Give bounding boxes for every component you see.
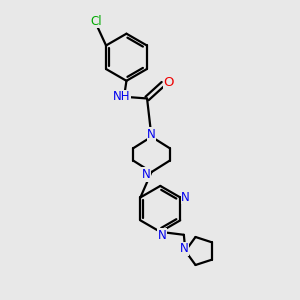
Text: NH: NH (113, 91, 131, 103)
Text: N: N (158, 229, 166, 242)
Text: O: O (163, 76, 174, 89)
Text: Cl: Cl (90, 14, 102, 28)
Text: N: N (142, 168, 151, 181)
Text: N: N (181, 191, 190, 204)
Text: N: N (147, 128, 156, 141)
Text: N: N (179, 242, 188, 255)
